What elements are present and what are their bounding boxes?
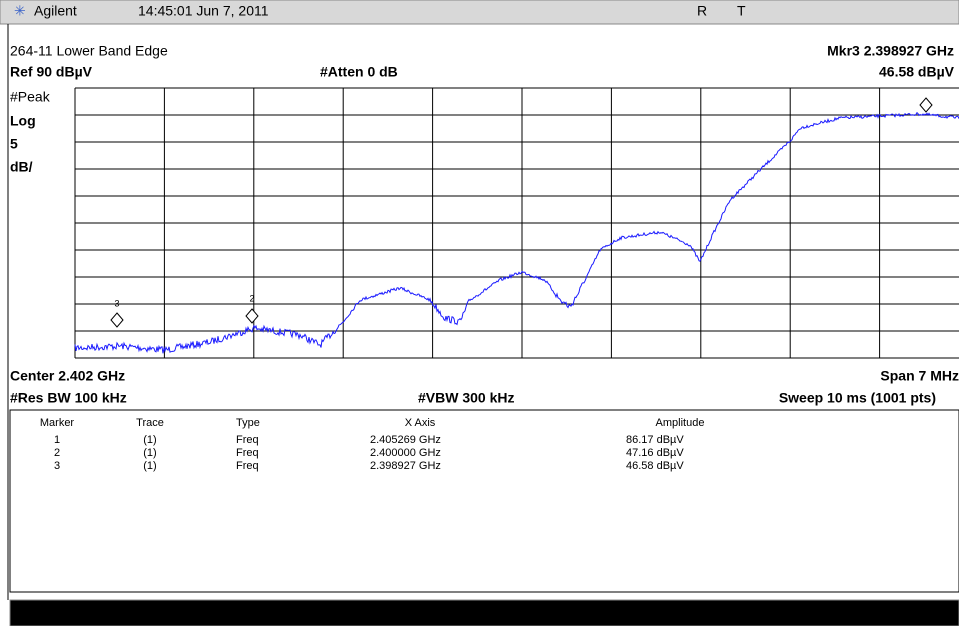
column-header: Trace <box>136 417 164 429</box>
table-cell: (1) <box>143 434 156 446</box>
datetime: 14:45:01 Jun 7, 2011 <box>138 3 269 19</box>
marker-freq: Mkr3 2.398927 GHz <box>827 43 954 59</box>
title-bar <box>0 0 959 25</box>
left-label: Log <box>10 113 36 129</box>
table-cell: Freq <box>236 434 259 446</box>
center-freq: Center 2.402 GHz <box>10 368 125 384</box>
trace <box>74 111 959 354</box>
bottom-bar <box>9 599 959 626</box>
left-label: 5 <box>10 136 18 152</box>
plot-title: 264-11 Lower Band Edge <box>10 43 168 59</box>
table-cell: 1 <box>54 434 60 446</box>
marker-diamond <box>110 312 124 328</box>
ref-level: Ref 90 dBµV <box>10 64 93 80</box>
table-cell: 3 <box>54 460 60 472</box>
table-cell: 2 <box>54 447 60 459</box>
vbw: #VBW 300 kHz <box>418 390 514 406</box>
rbw: #Res BW 100 kHz <box>10 390 127 406</box>
brand: Agilent <box>34 3 77 19</box>
left-label: #Peak <box>10 89 51 105</box>
span: Span 7 MHz <box>880 368 959 384</box>
table-cell: 46.58 dBµV <box>626 460 684 472</box>
column-header: X Axis <box>405 417 436 429</box>
table-cell: (1) <box>143 447 156 459</box>
table-body: Marker Trace Type X Axis Amplitude 1 (1) Freq 2.… <box>40 417 705 472</box>
marker-diamond <box>919 97 933 113</box>
column-header: Marker <box>40 417 75 429</box>
column-header: Type <box>236 417 260 429</box>
marker-diamond <box>245 308 259 324</box>
table-cell: 2.400000 GHz <box>370 447 441 459</box>
marker-amp: 46.58 dBµV <box>879 64 955 80</box>
table-cell: Freq <box>236 460 259 472</box>
sweep: Sweep 10 ms (1001 pts) <box>779 390 936 406</box>
left-label: dB/ <box>10 159 33 175</box>
table-cell: 86.17 dBµV <box>626 434 684 446</box>
marker-table <box>9 409 959 593</box>
marker-number: 3 <box>114 298 119 308</box>
atten: #Atten 0 dB <box>320 64 398 80</box>
logo: ✳ <box>14 3 26 19</box>
marker-number: 2 <box>249 293 254 303</box>
table-cell: 2.398927 GHz <box>370 460 441 472</box>
table-cell: Freq <box>236 447 259 459</box>
table-cell: 2.405269 GHz <box>370 434 441 446</box>
grid <box>74 87 959 359</box>
column-header: Amplitude <box>656 417 705 429</box>
status-r: R <box>697 3 707 19</box>
table-cell: (1) <box>143 460 156 472</box>
table-cell: 47.16 dBµV <box>626 447 684 459</box>
status-t: T <box>737 3 746 19</box>
